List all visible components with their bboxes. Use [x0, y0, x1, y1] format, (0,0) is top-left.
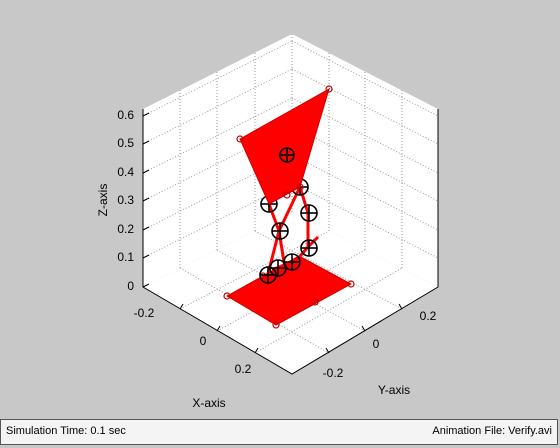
x-tick-label: 0.2: [235, 362, 252, 376]
axes-box: [142, 34, 439, 375]
z-tick-label: 0.6: [117, 108, 134, 122]
simulation-time-text: Simulation Time: 0.1 sec: [6, 425, 126, 437]
x-axis-label: X-axis: [192, 396, 225, 410]
box-edges: [142, 34, 439, 375]
z-tick-label: 0.5: [117, 136, 134, 150]
joint-marker: [283, 253, 301, 271]
joint-marker: [300, 204, 318, 222]
mechanism-model: [223, 85, 355, 329]
y-tick-labels: -0.2 0 0.2: [323, 309, 437, 380]
base-marker: [272, 321, 280, 329]
x-tick-label: 0: [200, 334, 207, 348]
top-corner-markers: [236, 85, 333, 199]
joint-marker: [271, 222, 289, 240]
top-marker: [236, 135, 244, 143]
top-platform: [239, 87, 330, 205]
z-tick-label: 0.1: [117, 250, 134, 264]
top-marker: [325, 85, 333, 93]
base-marker: [223, 292, 231, 300]
z-axis-label: Z-axis: [96, 184, 110, 217]
z-tick-labels: 0.6 0.5 0.4 0.3 0.2 0.1 0: [117, 108, 134, 293]
z-tick-label: 0.4: [117, 165, 134, 179]
base-marker: [311, 298, 319, 306]
top-marker: [296, 183, 304, 191]
back-left-wall: [143, 34, 292, 287]
top-center-marker: [279, 147, 295, 163]
status-bar: Simulation Time: 0.1 sec Animation File:…: [0, 419, 558, 445]
x-tick-label: -0.2: [134, 306, 155, 320]
z-tick-label: 0.2: [117, 222, 134, 236]
z-tick-label: 0.3: [117, 193, 134, 207]
top-marker: [283, 191, 291, 199]
animation-file-text: Animation File: Verify.avi: [432, 425, 552, 437]
y-tick-label: -0.2: [323, 366, 344, 380]
joint-marker: [300, 239, 318, 257]
joint-marker: [259, 266, 277, 284]
x-tick-labels: -0.2 0 0.2: [134, 306, 252, 376]
y-axis-label: Y-axis: [378, 383, 410, 397]
base-marker: [347, 280, 355, 288]
z-tick-label: 0: [127, 279, 134, 293]
leg: [293, 235, 320, 263]
y-tick-label: 0: [373, 337, 380, 351]
tick-marks: [142, 112, 403, 354]
y-tick-label: 0.2: [420, 309, 437, 323]
